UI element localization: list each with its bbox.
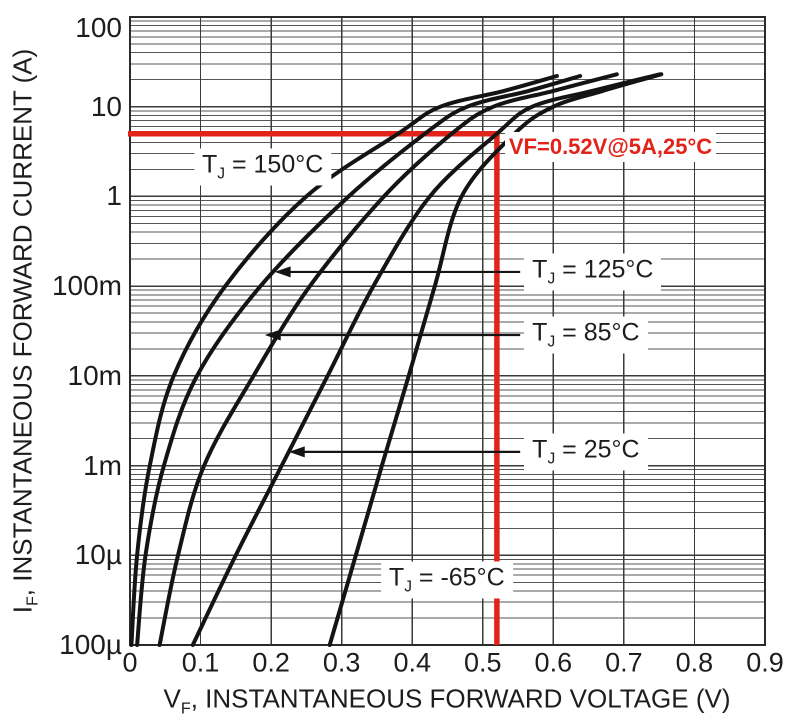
y-tick-label-1: 1 bbox=[106, 180, 122, 212]
arrowhead-tj-85c bbox=[264, 329, 281, 341]
curve-label-tj-85c: TJ = 85°C bbox=[524, 316, 648, 354]
curve-tj-125c bbox=[135, 74, 583, 647]
y-tick-label-10m: 10m bbox=[67, 359, 122, 391]
curve-label-tj-minus65c: TJ = -65°C bbox=[380, 561, 513, 599]
x-axis-title-subscript: F bbox=[180, 699, 191, 718]
curve-label-tj-25c: TJ = 25°C bbox=[524, 433, 648, 471]
arrowhead-tj-25c bbox=[288, 446, 305, 458]
x-tick-label-0.6: 0.6 bbox=[534, 647, 573, 678]
y-axis-title-text: , INSTANTANEOUS FORWARD CURRENT (A) bbox=[7, 48, 38, 597]
x-tick-label-0.8: 0.8 bbox=[675, 647, 714, 678]
x-tick-label-0.2: 0.2 bbox=[252, 647, 290, 678]
x-tick-label-0.4: 0.4 bbox=[393, 647, 431, 678]
x-tick-label-0: 0 bbox=[122, 647, 138, 678]
x-axis-title: VF, INSTANTANEOUS FORWARD VOLTAGE (V) bbox=[164, 683, 731, 718]
plot-frame bbox=[128, 15, 767, 647]
curve-tj-25c bbox=[190, 72, 662, 647]
curve-tj-85c bbox=[157, 72, 619, 647]
x-tick-label-0.3: 0.3 bbox=[322, 647, 361, 678]
arrowhead-tj-125c bbox=[274, 266, 291, 278]
y-axis-title-symbol: I bbox=[7, 606, 38, 614]
x-tick-label-0.9: 0.9 bbox=[746, 647, 784, 678]
y-tick-label-10µ: 10µ bbox=[74, 539, 122, 571]
curve-label-tj-150c: TJ = 150°C bbox=[193, 148, 332, 186]
curve-label-tj-125c: TJ = 125°C bbox=[524, 253, 662, 291]
y-axis-title: IF, INSTANTANEOUS FORWARD CURRENT (A) bbox=[7, 49, 42, 614]
curve-tj-minus65c bbox=[327, 72, 664, 647]
vf-marker-annotation: VF=0.52V@5A,25°C bbox=[504, 131, 717, 162]
x-tick-label-0.1: 0.1 bbox=[181, 647, 220, 678]
y-axis-title-subscript: F bbox=[23, 596, 42, 607]
y-tick-label-10: 10 bbox=[90, 90, 122, 122]
x-axis-title-symbol: V bbox=[163, 683, 181, 714]
x-tick-label-0.5: 0.5 bbox=[463, 647, 502, 678]
curve-tj-150c bbox=[129, 74, 559, 647]
x-tick-label-0.7: 0.7 bbox=[605, 647, 643, 678]
y-tick-label-100: 100 bbox=[75, 12, 122, 43]
x-axis-title-text: , INSTANTANEOUS FORWARD VOLTAGE (V) bbox=[190, 683, 731, 714]
y-tick-label-100m: 100m bbox=[51, 270, 122, 302]
y-tick-label-100µ: 100µ bbox=[59, 629, 122, 660]
y-tick-label-1m: 1m bbox=[83, 449, 122, 481]
